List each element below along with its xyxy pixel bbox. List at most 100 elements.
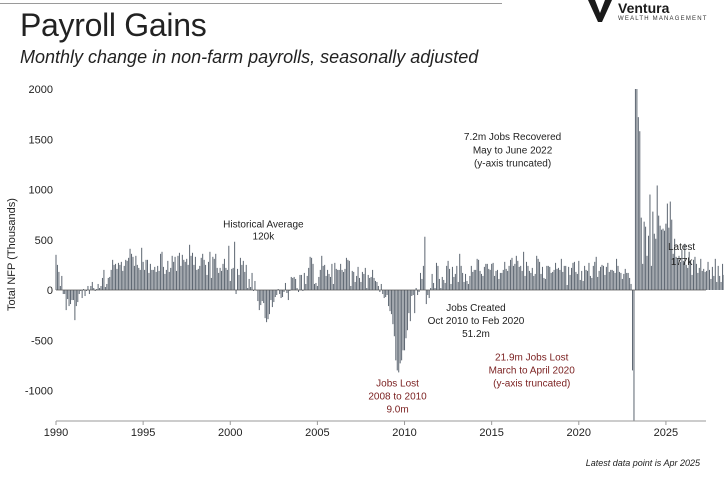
bar — [334, 262, 336, 290]
bar — [110, 269, 112, 290]
bar — [479, 270, 481, 290]
bar — [544, 278, 546, 290]
bar — [83, 289, 85, 290]
bar — [96, 289, 98, 290]
bar — [56, 264, 58, 291]
bar — [241, 264, 243, 291]
bar — [164, 273, 166, 290]
bar — [117, 262, 119, 290]
bar — [61, 275, 63, 290]
bar — [472, 271, 474, 290]
bar — [698, 267, 700, 290]
bar — [463, 281, 465, 290]
bar — [91, 281, 93, 290]
annotation-label: (y-axis truncated) — [474, 158, 551, 169]
bar — [543, 277, 545, 290]
bar — [389, 290, 391, 312]
bar — [181, 254, 183, 290]
bar — [313, 283, 315, 290]
bar — [575, 271, 577, 290]
bar — [189, 244, 191, 290]
bar — [557, 267, 559, 290]
bar — [453, 276, 455, 290]
bar — [602, 265, 604, 290]
bar — [559, 269, 561, 290]
bar — [357, 266, 359, 290]
bar — [93, 287, 95, 290]
bar — [202, 253, 204, 290]
bar — [627, 272, 629, 290]
bar — [398, 290, 400, 373]
bar — [161, 251, 163, 290]
bar — [212, 256, 214, 290]
bar — [386, 290, 388, 296]
bar — [62, 290, 64, 295]
bar — [695, 263, 697, 290]
bar — [617, 265, 619, 290]
bar — [581, 270, 583, 290]
bar — [376, 281, 378, 290]
bar — [427, 290, 429, 296]
bar — [290, 276, 292, 290]
bar — [306, 275, 308, 290]
bar — [395, 290, 397, 361]
bar — [250, 286, 252, 290]
bar — [382, 290, 384, 295]
bar — [677, 258, 679, 290]
bar — [504, 261, 506, 290]
bar — [495, 270, 497, 290]
bar — [120, 261, 122, 290]
bar — [85, 290, 88, 291]
bar — [414, 290, 416, 314]
bar — [536, 255, 538, 290]
bar — [658, 215, 660, 290]
bar — [531, 267, 533, 290]
bar — [486, 263, 488, 290]
bar — [415, 287, 417, 290]
bar — [318, 276, 320, 290]
bar — [65, 290, 67, 311]
bar — [435, 262, 437, 290]
bar — [383, 290, 385, 299]
bar — [679, 261, 681, 290]
bar — [229, 280, 231, 290]
bar — [541, 266, 543, 290]
bar — [678, 255, 680, 290]
bar — [566, 284, 568, 290]
bar — [710, 278, 712, 290]
y-tick-label: -500 — [31, 335, 53, 347]
bar — [537, 258, 539, 290]
bar — [196, 269, 198, 290]
bar — [372, 269, 374, 290]
bar — [364, 267, 366, 290]
bar — [613, 270, 615, 290]
bar — [663, 230, 665, 290]
bar — [350, 285, 352, 290]
bar — [223, 258, 225, 290]
bar — [242, 260, 244, 290]
bar — [437, 265, 439, 290]
bar — [501, 272, 503, 290]
bar — [653, 233, 655, 290]
y-axis-label: Total NFP (Thousands) — [6, 198, 18, 311]
bar — [370, 276, 372, 290]
bar — [701, 270, 703, 290]
bar — [494, 275, 496, 290]
bar — [94, 290, 96, 291]
bar — [604, 274, 606, 290]
bar — [187, 264, 189, 291]
bar — [296, 287, 298, 290]
bar — [180, 265, 182, 290]
bar — [713, 275, 715, 290]
bar — [218, 272, 220, 290]
bar — [431, 273, 433, 290]
bar — [71, 290, 73, 301]
bar — [309, 256, 311, 290]
bar — [299, 274, 301, 290]
bar — [447, 260, 449, 290]
bar — [406, 290, 408, 331]
bar — [440, 287, 442, 290]
bar — [300, 274, 302, 290]
annotation-label: Oct 2010 to Feb 2020 — [428, 316, 525, 327]
